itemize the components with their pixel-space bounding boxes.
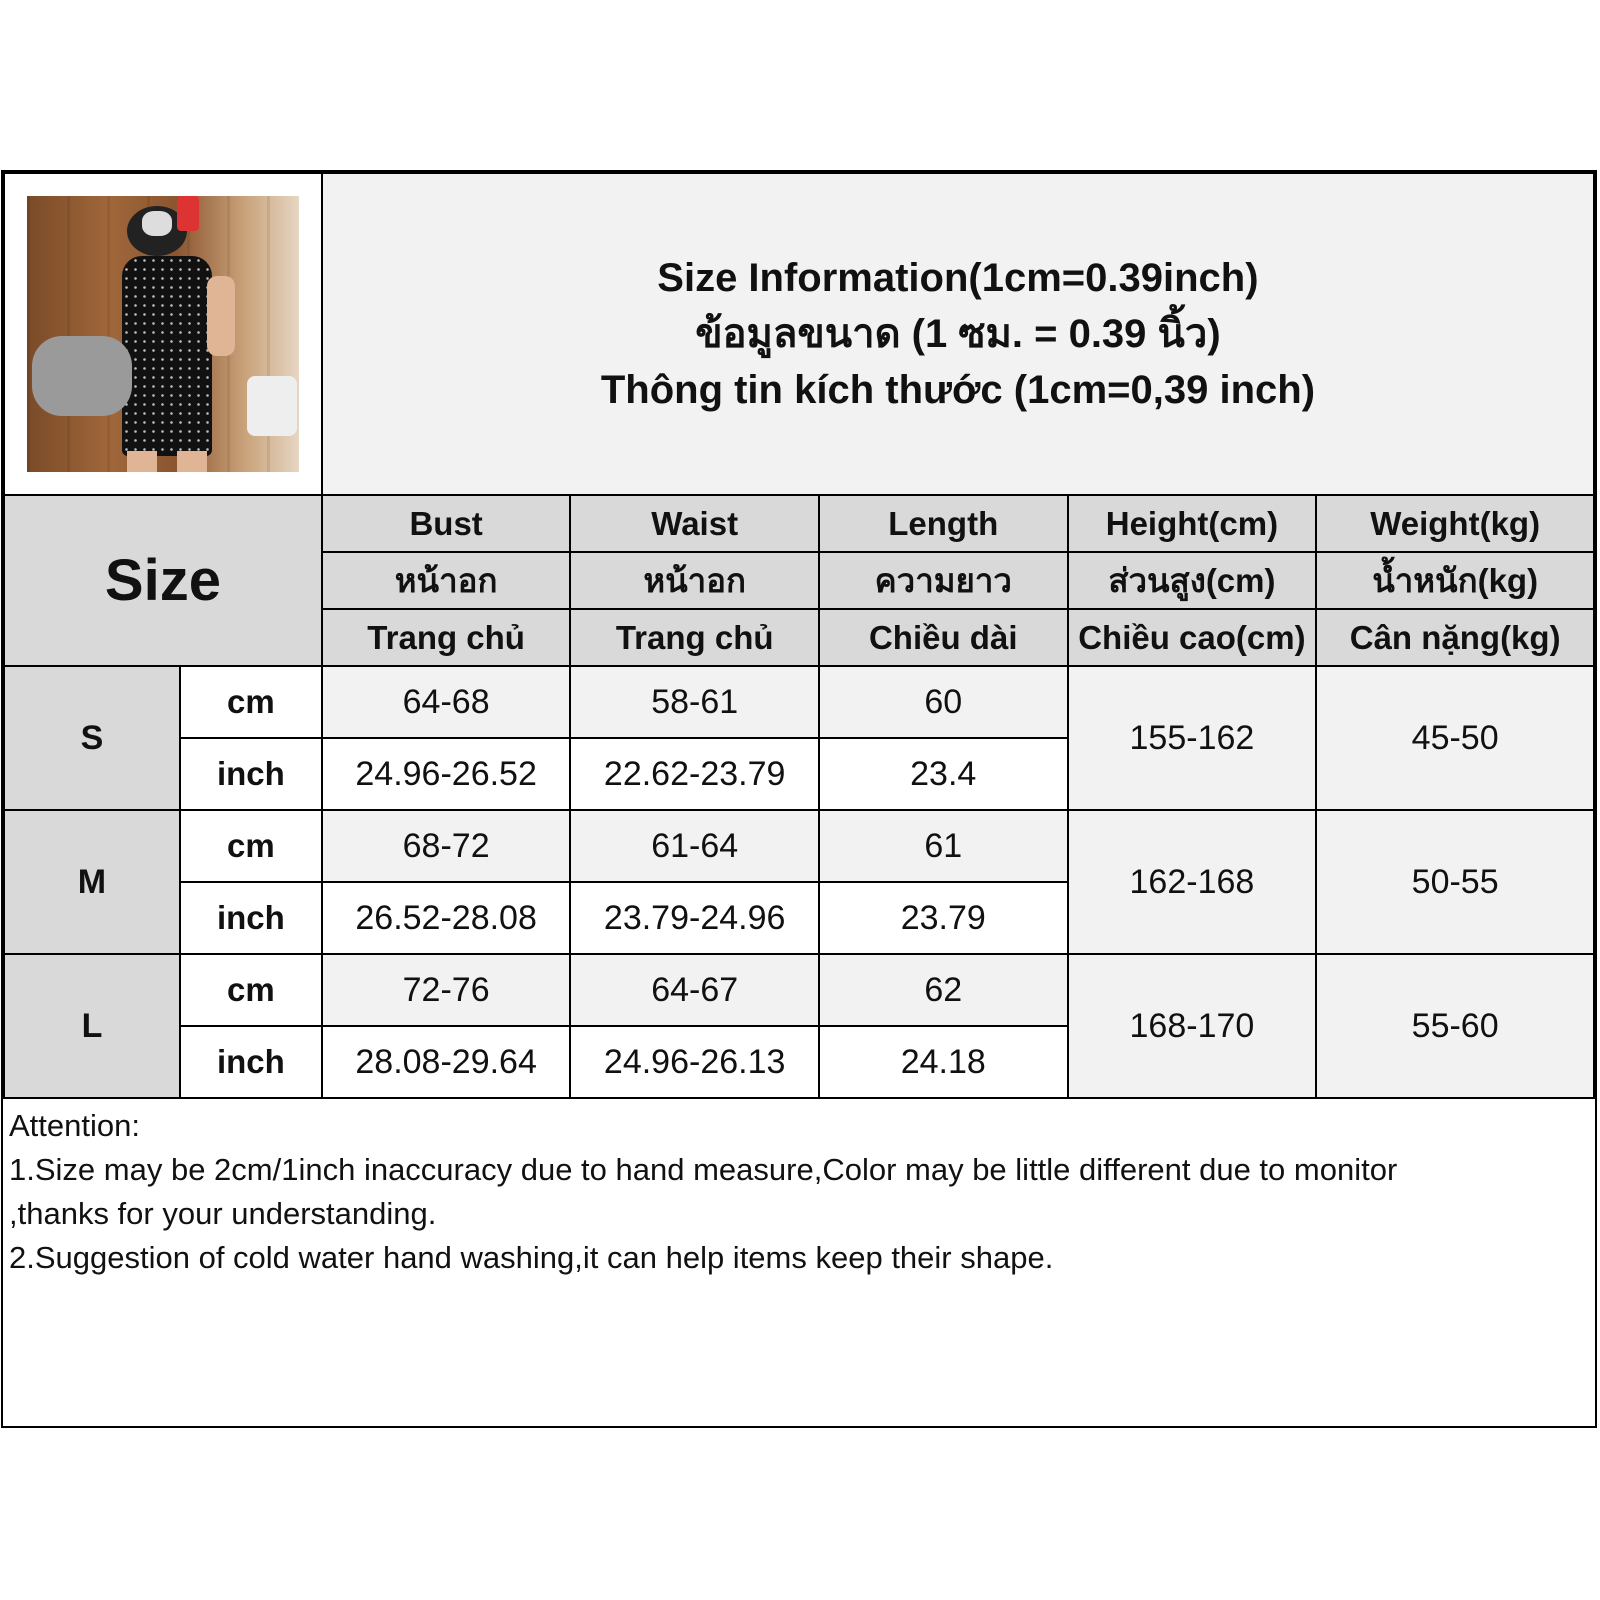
product-photo-cell — [3, 172, 323, 496]
column-header-vi: Trang chủ — [569, 608, 820, 667]
size-label: S — [3, 665, 181, 811]
size-table: Size Information(1cm=0.39inch) ข้อมูลขนา… — [3, 172, 1596, 1099]
height-value: 168-170 — [1066, 953, 1318, 1099]
notes-line: ,thanks for your understanding. — [9, 1196, 437, 1231]
size-chart: Size Information(1cm=0.39inch) ข้อมูลขนา… — [1, 170, 1597, 1428]
column-header-th: ความยาว — [817, 551, 1069, 610]
unit-label: inch — [178, 881, 323, 955]
weight-value: 50-55 — [1315, 809, 1595, 955]
bust-inch: 28.08-29.64 — [320, 1025, 572, 1099]
waist-cm: 61-64 — [569, 809, 820, 883]
unit-label: cm — [178, 665, 323, 739]
table-row: S cm 64-68 58-61 60 155-162 45-50 — [3, 665, 1595, 811]
waist-inch: 24.96-26.13 — [569, 1025, 820, 1099]
waist-inch: 23.79-24.96 — [569, 881, 820, 955]
length-cm: 61 — [817, 809, 1069, 883]
product-photo — [26, 196, 299, 472]
bust-cm: 64-68 — [320, 665, 572, 739]
height-value: 155-162 — [1066, 665, 1318, 811]
column-header-en: Waist — [569, 494, 820, 553]
bust-cm: 72-76 — [320, 953, 572, 1027]
notes-line: 1.Size may be 2cm/1inch inaccuracy due t… — [9, 1152, 1398, 1187]
weight-value: 55-60 — [1315, 953, 1595, 1099]
waist-cm: 64-67 — [569, 953, 820, 1027]
length-cm: 62 — [817, 953, 1069, 1027]
column-header-th: หน้าอก — [320, 551, 572, 610]
column-header-vi: Trang chủ — [320, 608, 572, 667]
table-row: inch 28.08-29.64 24.96-26.13 24.18 — [4, 1025, 1594, 1099]
title-cell: Size Information(1cm=0.39inch) ข้อมูลขนา… — [320, 172, 1596, 496]
column-header-en: Bust — [320, 494, 572, 553]
weight-value: 45-50 — [1315, 665, 1595, 811]
length-cm: 60 — [817, 665, 1069, 739]
column-header-th: น้ำหนัก(kg) — [1315, 551, 1595, 610]
bust-cm: 68-72 — [320, 809, 572, 883]
unit-label: cm — [178, 809, 323, 883]
waist-inch: 22.62-23.79 — [569, 737, 820, 811]
attention-notes: Attention: 1.Size may be 2cm/1inch inacc… — [9, 1104, 1397, 1280]
size-label: L — [3, 953, 181, 1099]
length-inch: 23.79 — [817, 881, 1069, 955]
title-english: Size Information(1cm=0.39inch) — [657, 256, 1259, 300]
height-value: 162-168 — [1066, 809, 1318, 955]
size-header: Size — [3, 494, 323, 667]
column-header-en: Length — [817, 494, 1069, 553]
table-row: inch 26.52-28.08 23.79-24.96 23.79 — [4, 881, 1594, 955]
bust-inch: 26.52-28.08 — [320, 881, 572, 955]
unit-label: inch — [178, 737, 323, 811]
table-row: M cm 68-72 61-64 61 162-168 50-55 — [3, 809, 1595, 955]
bust-inch: 24.96-26.52 — [320, 737, 572, 811]
notes-line: 2.Suggestion of cold water hand washing,… — [9, 1240, 1054, 1275]
length-inch: 24.18 — [817, 1025, 1069, 1099]
unit-label: cm — [178, 953, 323, 1027]
column-header-vi: Chiều dài — [817, 608, 1069, 667]
column-header-th: ส่วนสูง(cm) — [1066, 551, 1318, 610]
title-thai: ข้อมูลขนาด (1 ซม. = 0.39 นิ้ว) — [695, 312, 1221, 356]
size-label: M — [3, 809, 181, 955]
column-header-th: หน้าอก — [569, 551, 820, 610]
title-vietnamese: Thông tin kích thước (1cm=0,39 inch) — [600, 368, 1316, 412]
length-inch: 23.4 — [817, 737, 1069, 811]
column-header-en: Height(cm) — [1066, 494, 1318, 553]
unit-label: inch — [178, 1025, 323, 1099]
column-header-vi: Cân nặng(kg) — [1315, 608, 1595, 667]
table-row: L cm 72-76 64-67 62 168-170 55-60 — [3, 953, 1595, 1099]
notes-heading: Attention: — [9, 1108, 140, 1143]
waist-cm: 58-61 — [569, 665, 820, 739]
table-row: inch 24.96-26.52 22.62-23.79 23.4 — [4, 737, 1594, 811]
column-header-vi: Chiều cao(cm) — [1066, 608, 1318, 667]
column-header-en: Weight(kg) — [1315, 494, 1595, 553]
